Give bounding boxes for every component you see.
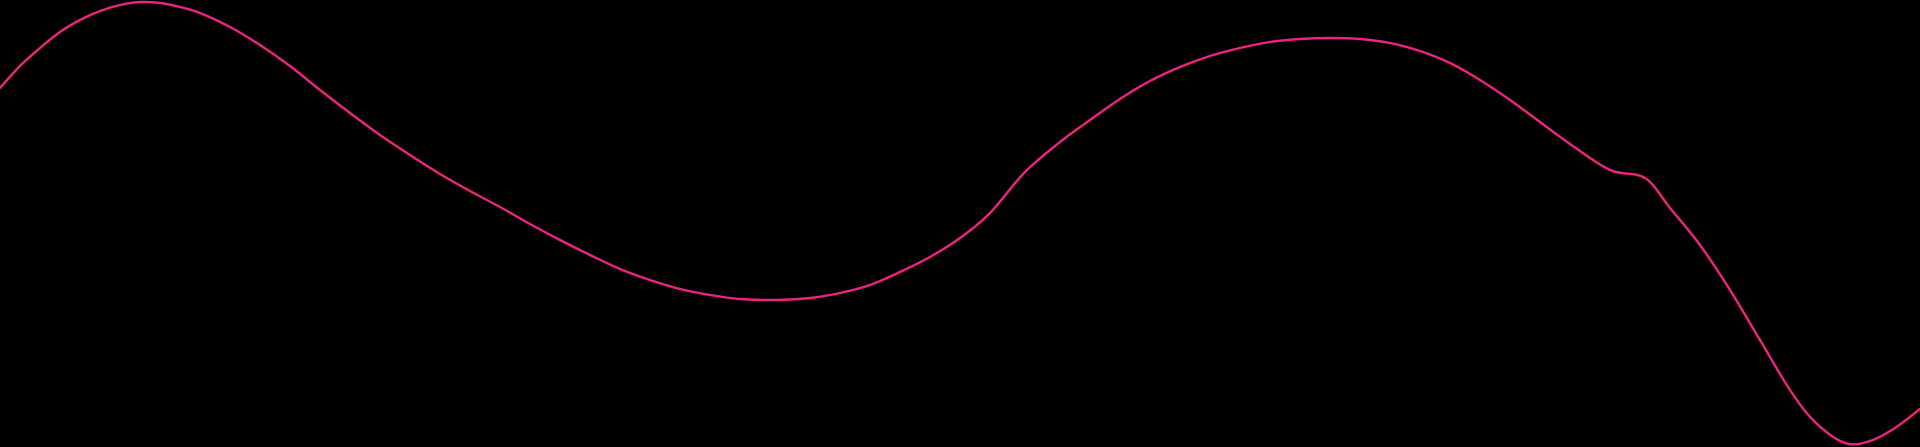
sine-wave-curve [0, 0, 1920, 446]
wave-chart [0, 0, 1920, 447]
chart-background [0, 0, 1920, 447]
wave-panel [0, 0, 1920, 447]
